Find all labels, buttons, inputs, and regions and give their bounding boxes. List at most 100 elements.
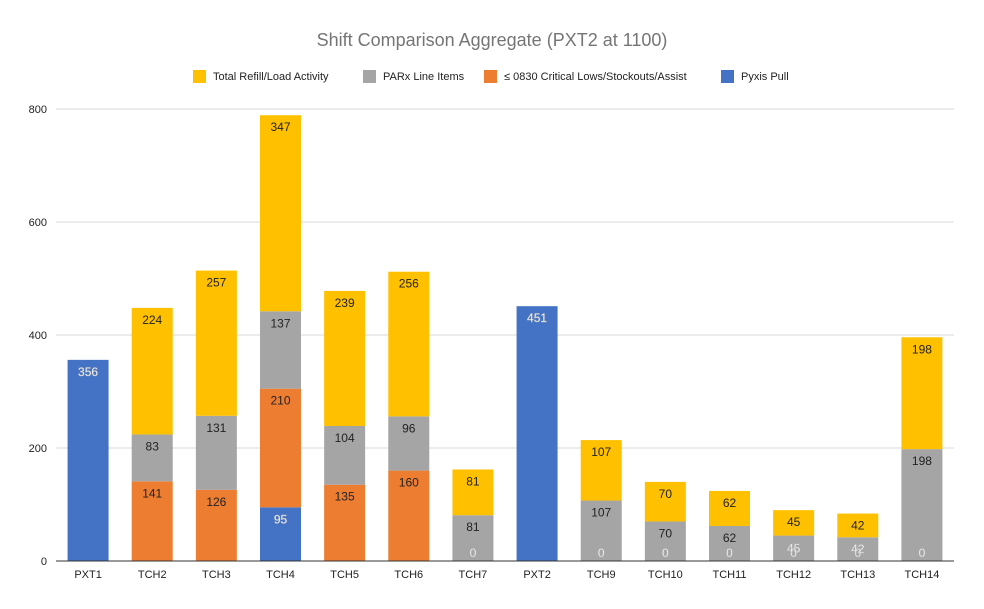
bar-segment — [644, 481, 686, 522]
data-label: 451 — [527, 311, 547, 325]
y-tick-label: 800 — [29, 104, 47, 116]
data-label: 107 — [591, 506, 611, 520]
bar-segment — [388, 470, 430, 561]
data-label: 224 — [142, 313, 162, 327]
y-axis-ticks: 0 200 400 600 800 — [29, 104, 47, 568]
data-label: 45 — [787, 541, 801, 555]
x-category-label: TCH2 — [138, 569, 167, 581]
data-label: 0 — [662, 546, 669, 560]
data-label: 135 — [335, 490, 355, 504]
bar-segment — [773, 510, 815, 536]
y-tick-label: 200 — [29, 443, 47, 455]
data-label: 42 — [851, 542, 865, 556]
bar-segment — [388, 416, 430, 471]
legend-swatch — [721, 70, 734, 83]
data-label: 45 — [787, 515, 801, 529]
legend-label: Total Refill/Load Activity — [213, 71, 329, 83]
bar-segment — [452, 515, 494, 561]
bar-segment — [516, 306, 558, 561]
data-label: 0 — [919, 546, 926, 560]
x-category-label: TCH9 — [587, 569, 616, 581]
data-label: 137 — [270, 316, 290, 330]
x-category-label: TCH5 — [330, 569, 359, 581]
data-label: 257 — [206, 276, 226, 290]
y-tick-label: 400 — [29, 330, 47, 342]
data-label: 0 — [598, 546, 605, 560]
bar-segment — [324, 484, 366, 561]
legend-swatch — [363, 70, 376, 83]
legend-label: Pyxis Pull — [741, 71, 789, 83]
data-label: 62 — [723, 531, 737, 545]
data-label: 126 — [206, 495, 226, 509]
data-label: 0 — [726, 546, 733, 560]
data-label: 160 — [399, 476, 419, 490]
bar-segment — [195, 489, 237, 561]
x-axis-categories: PXT1 TCH2 TCH3 TCH4 TCH5 TCH6 TCH7 PXT2 TCH9 TCH1… — [74, 569, 939, 581]
data-label: 104 — [335, 431, 355, 445]
gridlines — [56, 108, 954, 449]
bar-segment — [837, 537, 879, 561]
data-label: 83 — [146, 439, 160, 453]
data-label: 70 — [659, 487, 673, 501]
data-label: 356 — [78, 365, 98, 379]
bar-segment — [260, 115, 301, 312]
chart-title: Shift Comparison Aggregate (PXT2 at 1100… — [317, 30, 668, 50]
data-label: 131 — [206, 421, 226, 435]
bar-segment — [644, 521, 686, 561]
bar-segment — [195, 270, 237, 416]
data-label: 210 — [270, 394, 290, 408]
bar-segment — [452, 469, 494, 516]
bars — [67, 115, 943, 561]
x-category-label: TCH3 — [202, 569, 231, 581]
data-label: 0 — [790, 546, 797, 560]
bar-segment — [324, 425, 366, 485]
data-label: 42 — [851, 519, 865, 533]
bar-segment — [260, 507, 301, 561]
x-category-label: PXT1 — [74, 569, 102, 581]
x-category-label: TCH14 — [905, 569, 940, 581]
data-label: 95 — [274, 512, 288, 526]
data-label: 198 — [912, 454, 932, 468]
data-label: 62 — [723, 496, 737, 510]
x-category-label: TCH4 — [266, 569, 295, 581]
x-category-label: TCH10 — [648, 569, 683, 581]
data-label: 70 — [659, 526, 673, 540]
data-label: 256 — [399, 277, 419, 291]
chart-legend: Total Refill/Load Activity PARx Line Item… — [193, 70, 789, 83]
bar-segment — [837, 513, 879, 538]
bar-segment — [773, 535, 815, 561]
data-label: 0 — [854, 546, 861, 560]
x-category-label: TCH6 — [394, 569, 423, 581]
data-label: 81 — [466, 474, 480, 488]
x-category-label: TCH13 — [840, 569, 875, 581]
bar-segment — [324, 290, 366, 426]
bar-segment — [131, 434, 173, 482]
data-label: 239 — [335, 296, 355, 310]
bar-segment — [131, 481, 173, 561]
data-label: 347 — [270, 120, 290, 134]
data-label: 81 — [466, 520, 480, 534]
legend-swatch — [484, 70, 497, 83]
data-label: 96 — [402, 421, 416, 435]
legend-swatch — [193, 70, 206, 83]
x-category-label: TCH12 — [776, 569, 811, 581]
bar-segment — [709, 490, 750, 526]
bar-segment — [260, 388, 301, 508]
data-label: 0 — [470, 546, 477, 560]
y-tick-label: 600 — [29, 217, 47, 229]
bar-segment — [709, 525, 750, 561]
bar-segment — [195, 415, 237, 490]
x-category-label: TCH7 — [459, 569, 488, 581]
y-tick-label: 0 — [41, 556, 47, 568]
bar-segment — [901, 337, 943, 450]
data-labels: 356 141 83 224 126 131 257 95 210 137 347 135 104 239… — [78, 120, 932, 560]
data-label: 198 — [912, 342, 932, 356]
bar-segment — [260, 311, 301, 389]
bar-segment — [901, 449, 943, 561]
data-label: 107 — [591, 445, 611, 459]
x-category-label: PXT2 — [523, 569, 551, 581]
legend-label: PARx Line Items — [383, 71, 465, 83]
data-label: 141 — [142, 486, 162, 500]
